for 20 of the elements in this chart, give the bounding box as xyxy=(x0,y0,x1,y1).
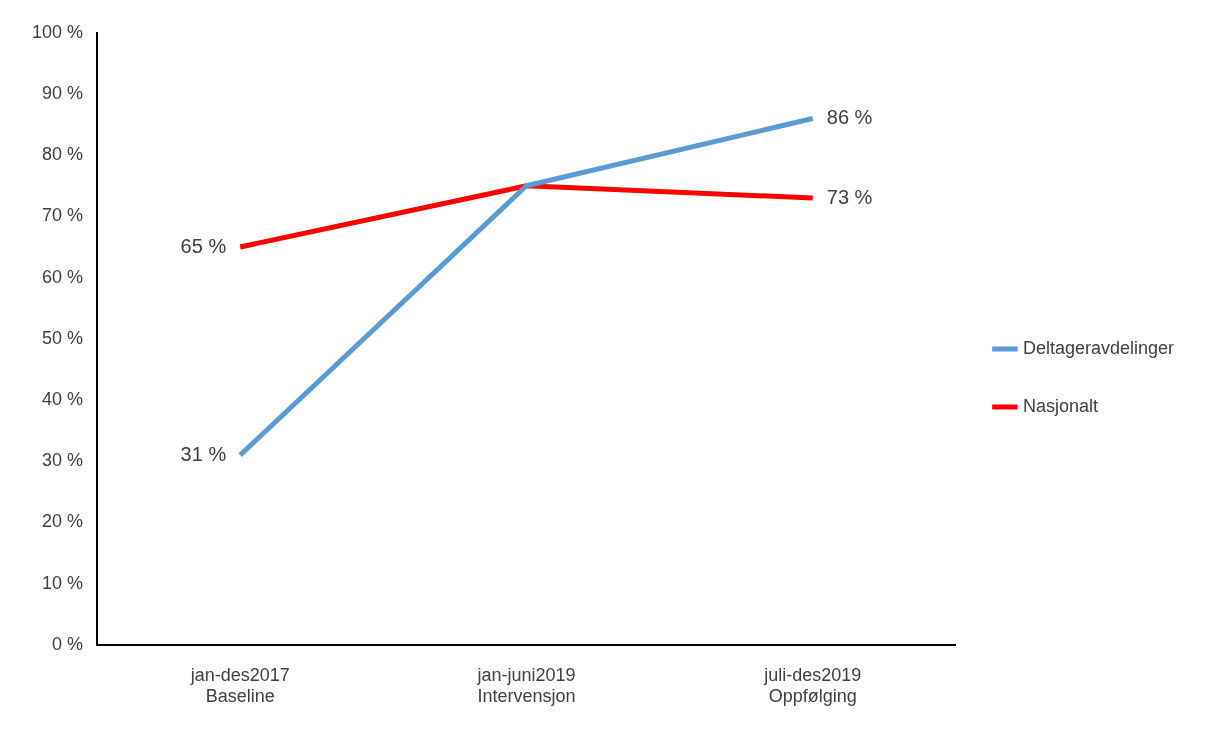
y-tick-label: 90 % xyxy=(42,82,84,103)
y-tick-label: 10 % xyxy=(42,572,84,593)
data-label: 65 % xyxy=(180,234,227,257)
x-tick-label: jan-juni2019 Intervensjon xyxy=(476,664,576,707)
legend-label: Nasjonalt xyxy=(1022,395,1098,416)
y-tick-label: 100 % xyxy=(31,21,84,42)
data-label: 31 % xyxy=(180,442,227,465)
data-label: 86 % xyxy=(826,106,873,128)
x-tick-label: jan-des2017 Baseline xyxy=(189,664,290,707)
y-tick-label: 50 % xyxy=(42,327,84,348)
y-tick-label: 20 % xyxy=(42,511,84,532)
y-tick-label: 40 % xyxy=(42,388,84,409)
legend-label: Deltageravdelinger xyxy=(1022,337,1175,358)
data-label: 73 % xyxy=(826,185,873,208)
y-tick-label: 0 % xyxy=(52,633,84,654)
y-tick-label: 70 % xyxy=(42,205,84,226)
y-tick-label: 30 % xyxy=(42,450,84,471)
y-tick-label: 60 % xyxy=(42,266,84,287)
y-tick-label: 80 % xyxy=(42,144,84,165)
x-tick-label: juli-des2019 Oppfølging xyxy=(763,664,862,707)
